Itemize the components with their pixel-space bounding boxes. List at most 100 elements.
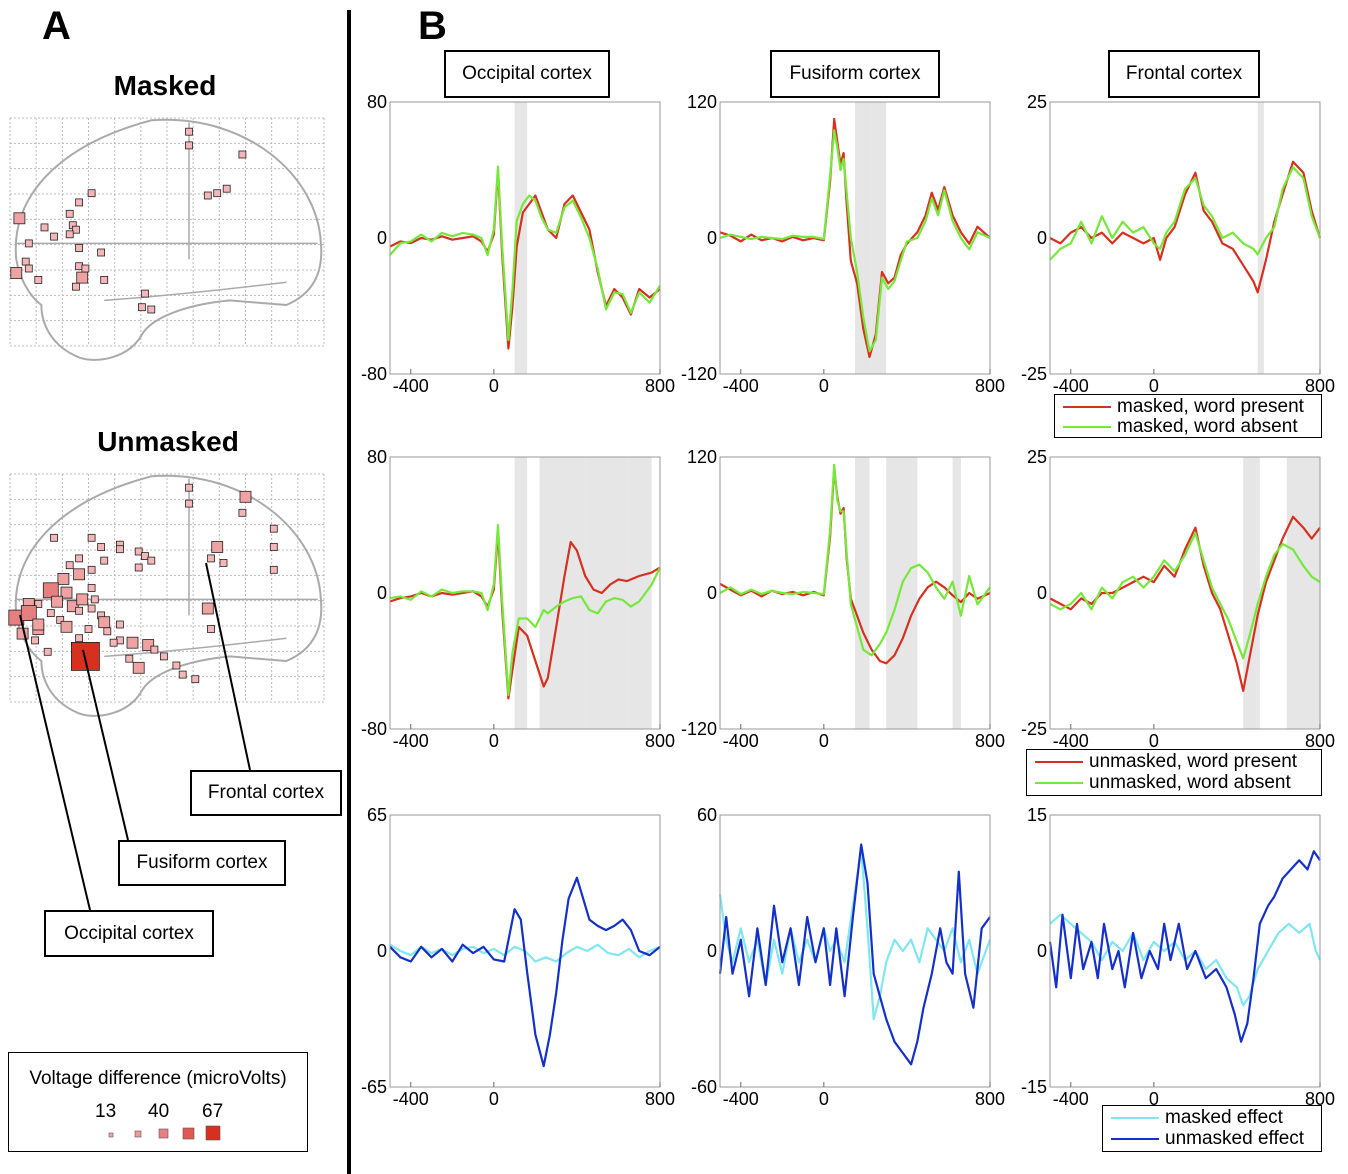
brain-maps [8, 117, 325, 911]
x-tick-label: 0 [489, 1089, 499, 1109]
series-line-1 [389, 876, 661, 1068]
masked-electrode [65, 209, 74, 218]
significance-band [1257, 102, 1264, 374]
fusiform-cortex-title: Fusiform cortex [770, 50, 940, 98]
unmasked-electrode [126, 636, 139, 649]
plot-r2-c0: -400 0 800 65 0 -65 [361, 805, 675, 1109]
masked-electrode [24, 239, 33, 248]
legend-row2-item-1: unmasked, word present [1027, 751, 1321, 772]
x-tick-label: 800 [1305, 1089, 1335, 1109]
plot-r0-c2: -400 0 800 25 0 -25 [1021, 92, 1335, 396]
unmasked-electrode [269, 524, 278, 533]
unmasked-electrode [134, 547, 143, 556]
plot-background [1050, 457, 1320, 729]
y-tick-label: 0 [1037, 941, 1047, 961]
y-tick-label: 0 [377, 228, 387, 248]
panel-divider [347, 10, 351, 1174]
fusiform-cortex-callout: Fusiform cortex [118, 840, 286, 886]
scale-square-5 [205, 1125, 221, 1141]
panel-letter-b: B [418, 4, 447, 48]
y-tick-label: 80 [367, 92, 387, 112]
plot-frame [719, 456, 991, 730]
scale-squares [108, 1125, 221, 1141]
y-tick-label: 0 [707, 941, 717, 961]
x-tick-label: 800 [645, 731, 675, 751]
x-tick-label: 800 [645, 1089, 675, 1109]
significance-band [886, 457, 918, 729]
x-tick-label: -400 [393, 731, 429, 751]
y-tick-label: -25 [1021, 719, 1047, 739]
significance-band [855, 457, 870, 729]
masked-electrode [10, 267, 23, 279]
masked-brain-outline [14, 118, 323, 361]
scale-square-4 [182, 1127, 195, 1140]
y-tick-label: 65 [367, 805, 387, 825]
series-line-1 [1048, 850, 1321, 1043]
legend-row2: unmasked, word present unmasked, word ab… [1026, 749, 1322, 796]
series-line-1 [719, 129, 991, 353]
scale-square-1 [108, 1132, 114, 1138]
series-line-1 [1049, 166, 1322, 261]
scale-label-13: 13 [95, 1101, 117, 1122]
plot-frame [719, 101, 991, 375]
masked-title: Masked [113, 70, 217, 101]
series-line-0 [389, 530, 661, 700]
unmasked-electrode [75, 606, 83, 615]
plot-frame [389, 814, 661, 1088]
x-tick-label: 0 [489, 376, 499, 396]
masked-electrode [137, 303, 146, 312]
plot-frame [389, 456, 661, 730]
significance-band [585, 457, 629, 729]
occipital-cortex-callout: Occipital cortex [44, 910, 214, 957]
unmasked-electrode [87, 533, 96, 542]
masked-electrode [75, 244, 83, 252]
masked-electrode [87, 189, 96, 198]
unmasked-electrode [219, 559, 228, 567]
significance-band [952, 457, 961, 729]
legend-row1-item-1: masked, word present [1055, 396, 1321, 417]
legend-row1-item-2: masked, word absent [1055, 416, 1321, 437]
masked-electrode [24, 264, 33, 273]
legend-row3-item-1: masked effect [1103, 1107, 1321, 1128]
legend-row1: masked, word present masked, word absent [1054, 394, 1322, 438]
x-tick-label: -400 [723, 1089, 759, 1109]
y-tick-label: -15 [1021, 1077, 1047, 1097]
unmasked-electrode [50, 533, 58, 542]
unmasked-electrode [238, 508, 247, 517]
masked-electrode [65, 230, 74, 239]
unmasked-electrode [60, 620, 73, 633]
unmasked-electrode [20, 605, 37, 621]
unmasked-electrode [269, 565, 278, 574]
unmasked-electrode [90, 595, 99, 604]
unmasked-electrode [100, 556, 109, 565]
legend-swatch-blue [1111, 1138, 1159, 1140]
panel-letter-a: A [42, 4, 71, 48]
unmasked-electrode [147, 556, 156, 565]
unmasked-electrode [73, 568, 85, 581]
masked-electrode [185, 141, 193, 150]
legend-swatch-green [1035, 782, 1083, 784]
series-line-1 [718, 843, 991, 1066]
x-tick-label: -400 [393, 1089, 429, 1109]
unmasked-electrode [116, 620, 124, 629]
unmasked-electrode [51, 595, 63, 608]
y-tick-label: 120 [687, 447, 717, 467]
y-tick-label: 15 [1027, 805, 1047, 825]
y-tick-label: 0 [707, 583, 717, 603]
plot-frame [1049, 814, 1321, 1088]
x-tick-label: 800 [645, 376, 675, 396]
masked-electrode [147, 305, 156, 314]
masked-brain [9, 117, 325, 361]
unmasked-electrode [134, 563, 143, 572]
y-tick-label: 80 [367, 447, 387, 467]
unmasked-electrode [87, 584, 96, 592]
y-tick-label: 25 [1027, 447, 1047, 467]
scale-label-67: 67 [202, 1101, 224, 1122]
masked-electrode [100, 275, 109, 284]
plot-r0-c1: -400 0 800 120 0 -120 [681, 92, 1005, 396]
plot-frame [1049, 456, 1321, 730]
masked-electrode [72, 282, 80, 291]
